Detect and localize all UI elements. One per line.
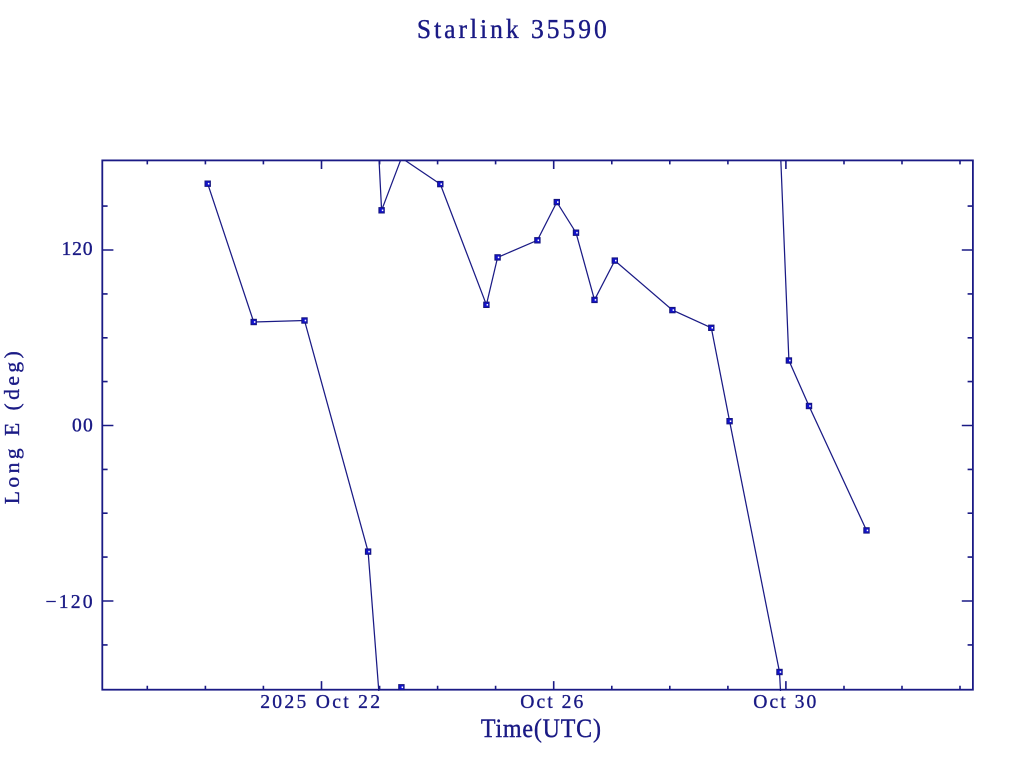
svg-text:Oct 30: Oct 30 xyxy=(753,692,818,713)
svg-text:Long E (deg): Long E (deg) xyxy=(0,348,24,505)
svg-text:Starlink 35590: Starlink 35590 xyxy=(417,14,610,44)
svg-text:2025 Oct 22: 2025 Oct 22 xyxy=(260,692,382,713)
svg-text:−120: −120 xyxy=(46,592,95,613)
svg-text:Oct 26: Oct 26 xyxy=(520,692,585,713)
svg-text:00: 00 xyxy=(72,416,94,437)
svg-text:Time(UTC): Time(UTC) xyxy=(481,715,602,743)
svg-text:120: 120 xyxy=(62,239,94,260)
